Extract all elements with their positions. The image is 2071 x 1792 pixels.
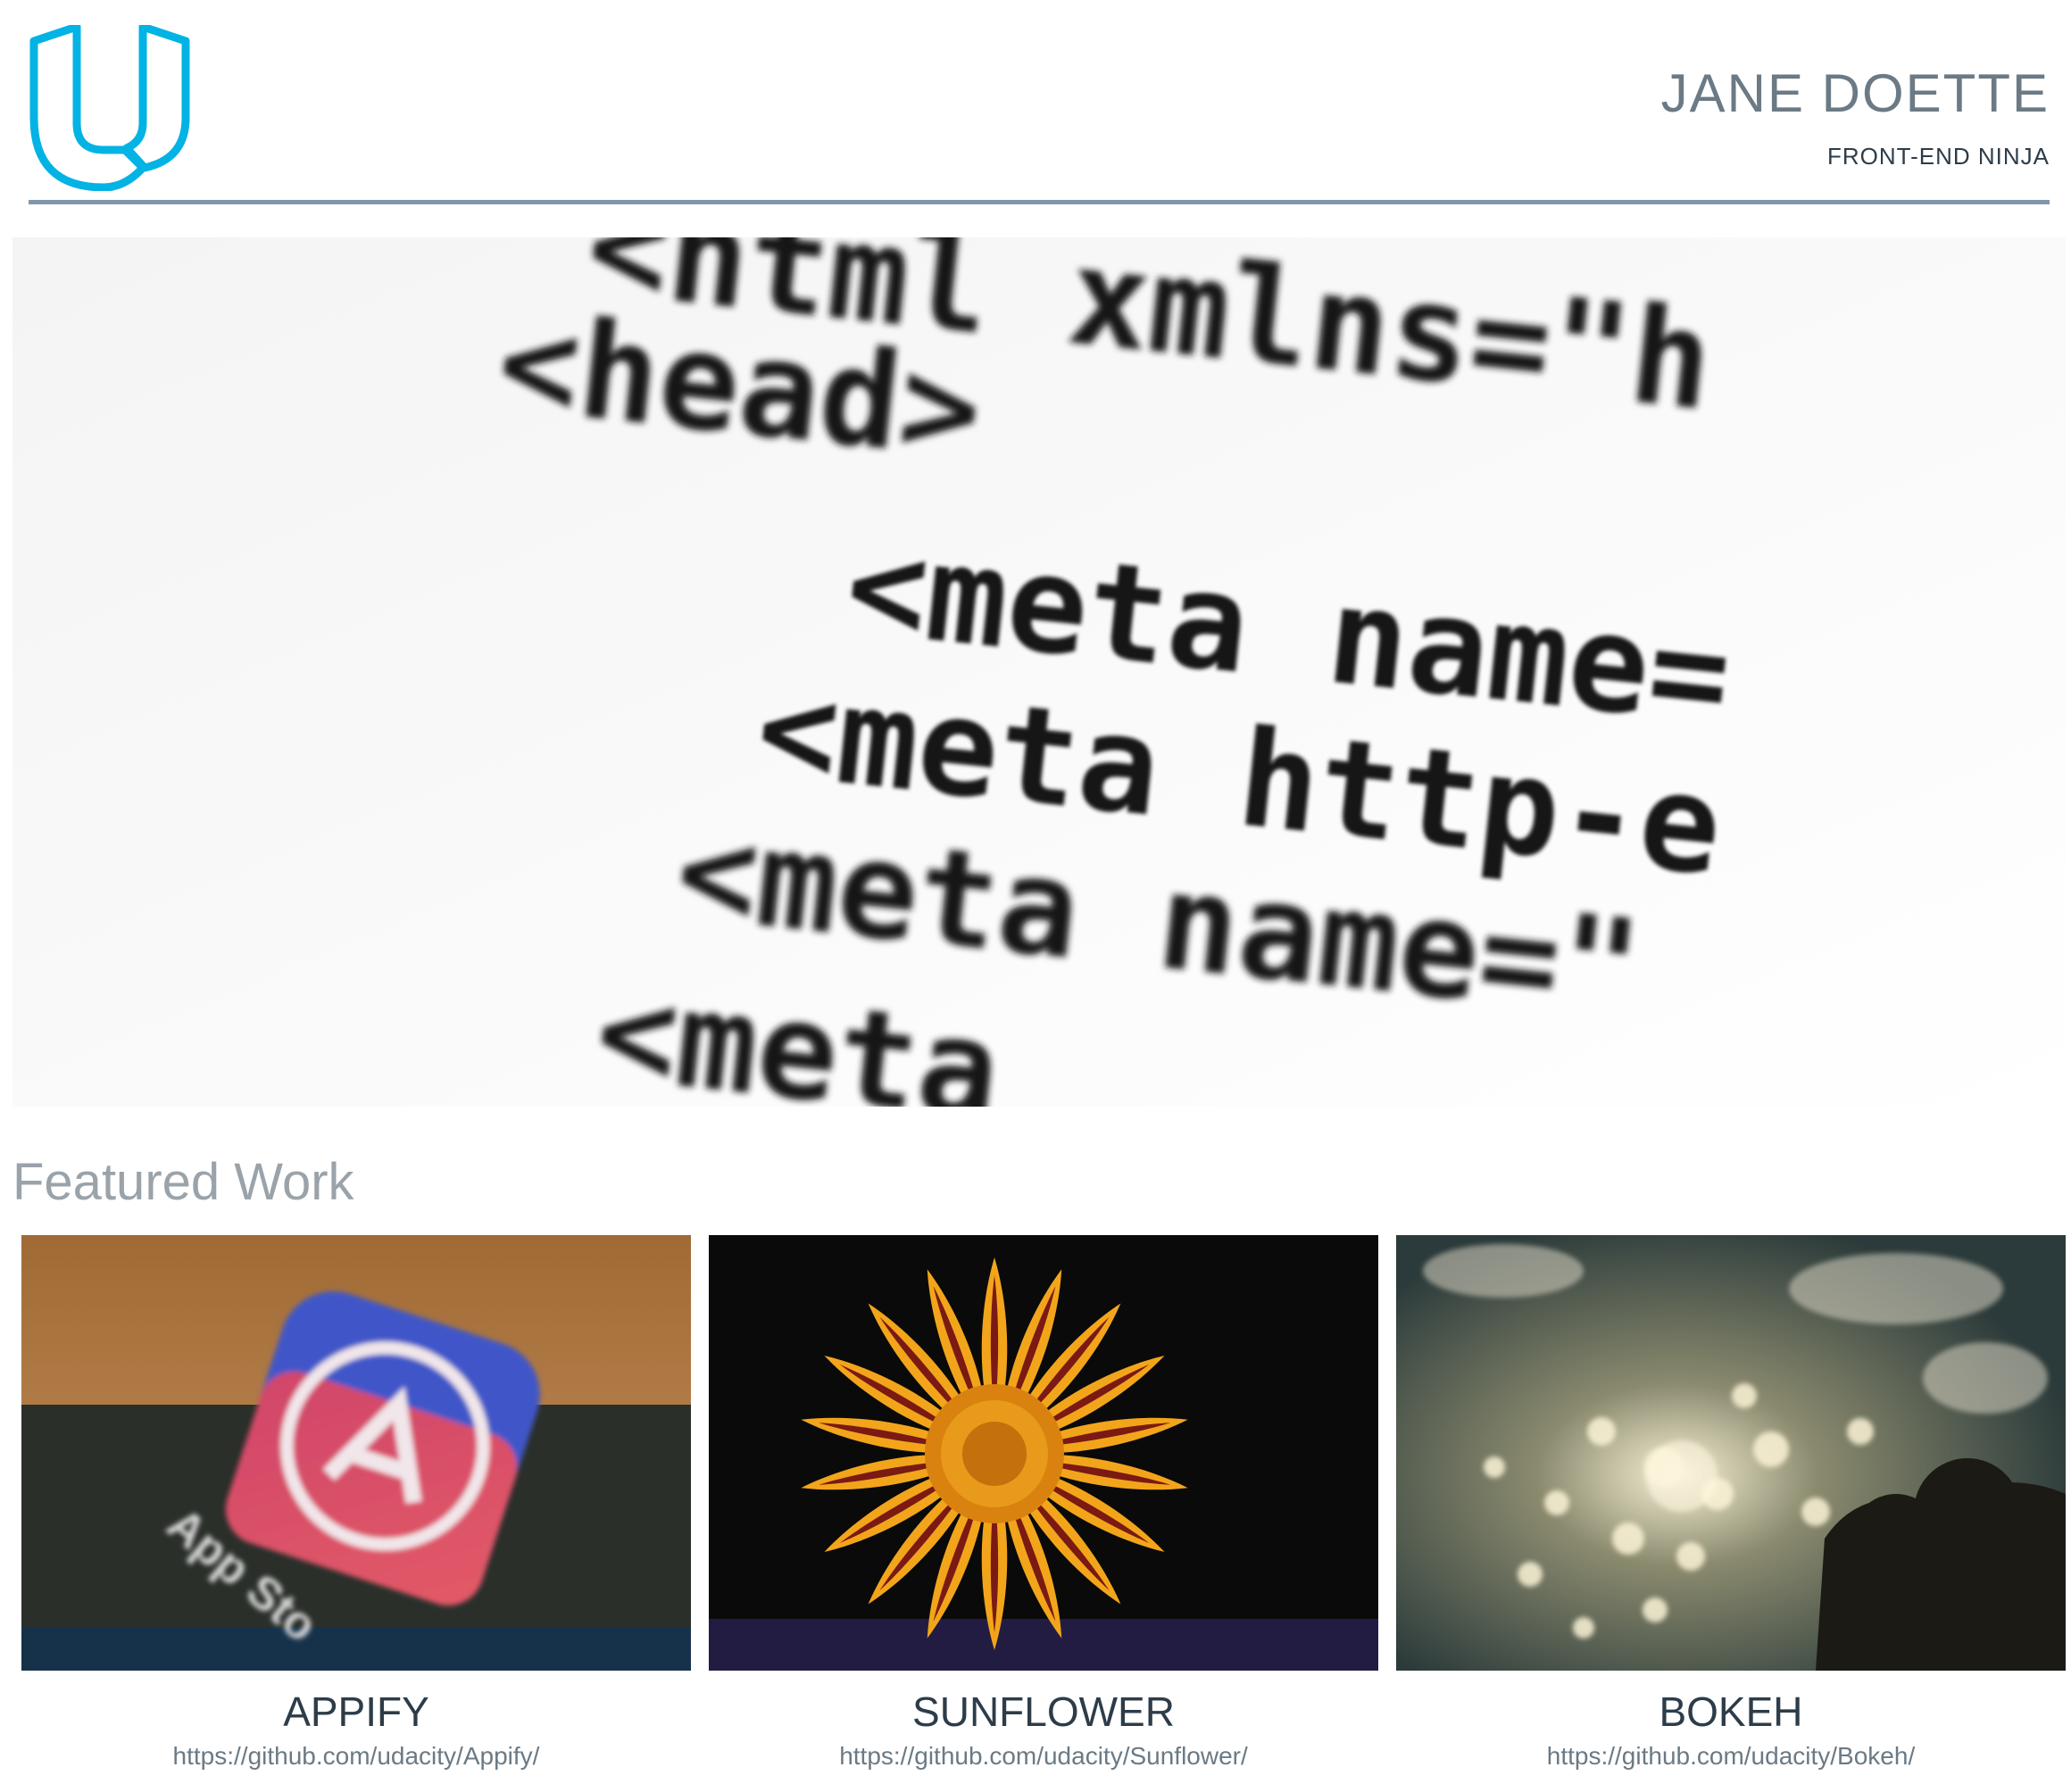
project-title[interactable]: APPIFY bbox=[283, 1688, 429, 1735]
featured-work-heading: Featured Work bbox=[12, 1153, 354, 1211]
sunflower-image-icon bbox=[709, 1235, 1378, 1671]
project-link[interactable]: https://github.com/udacity/Appify/ bbox=[172, 1742, 540, 1770]
project-thumbnail[interactable]: App Sto bbox=[21, 1235, 691, 1671]
project-link[interactable]: https://github.com/udacity/Sunflower/ bbox=[839, 1742, 1248, 1770]
hero-image: <html xmlns="h <head> <meta name= <meta … bbox=[12, 237, 2066, 1107]
project-thumbnail[interactable] bbox=[709, 1235, 1378, 1671]
page-header: JANE DOETTE FRONT-END NINJA bbox=[0, 0, 2071, 214]
udacity-logo-icon[interactable] bbox=[27, 25, 193, 191]
project-title[interactable]: BOKEH bbox=[1659, 1688, 1803, 1735]
bokeh-image-icon bbox=[1396, 1235, 2066, 1671]
project-title[interactable]: SUNFLOWER bbox=[912, 1688, 1175, 1735]
project-card-sunflower[interactable]: SUNFLOWER https://github.com/udacity/Sun… bbox=[709, 1235, 1378, 1771]
header-divider bbox=[29, 200, 2050, 204]
identity-block: JANE DOETTE FRONT-END NINJA bbox=[1661, 62, 2050, 170]
project-card-bokeh[interactable]: BOKEH https://github.com/udacity/Bokeh/ bbox=[1396, 1235, 2066, 1771]
person-title: FRONT-END NINJA bbox=[1827, 143, 2050, 170]
project-thumbnail[interactable] bbox=[1396, 1235, 2066, 1671]
person-name: JANE DOETTE bbox=[1660, 63, 2050, 123]
project-link[interactable]: https://github.com/udacity/Bokeh/ bbox=[1546, 1742, 1916, 1770]
app-store-icon: App Sto bbox=[21, 1235, 691, 1671]
project-card-appify[interactable]: App Sto APPIFY https://github.com/udacit… bbox=[21, 1235, 691, 1771]
hero-code-picture: <html xmlns="h <head> <meta name= <meta … bbox=[12, 237, 2066, 1107]
projects-grid: App Sto APPIFY https://github.com/udacit… bbox=[21, 1235, 2066, 1771]
